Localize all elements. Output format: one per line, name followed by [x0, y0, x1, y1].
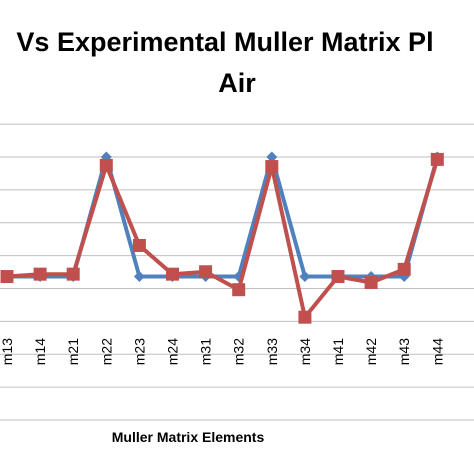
x-tick-label-m43: m43: [396, 338, 412, 365]
x-tick-label-m23: m23: [131, 338, 147, 365]
x-axis-label: Muller Matrix Elements: [112, 429, 265, 445]
x-tick-label-m41: m41: [330, 338, 346, 365]
series-2-line: [6, 158, 440, 320]
chart-title-line-2: Air: [218, 68, 256, 98]
x-tick-label-m32: m32: [231, 338, 247, 365]
series-1-point-m34: [299, 271, 311, 283]
x-tick-label-m33: m33: [264, 338, 280, 365]
x-tick-label-m21: m21: [65, 338, 81, 365]
series-layer: [0, 151, 444, 324]
series-2-point-m31: [199, 265, 213, 279]
x-tick-label-m42: m42: [363, 338, 379, 365]
series-1-point-m23: [133, 271, 145, 283]
x-tick-label-m44: m44: [429, 338, 445, 365]
series-2-point-m41: [331, 270, 345, 284]
series-2-point-m13: [0, 270, 14, 284]
x-tick-label-m22: m22: [98, 338, 114, 365]
x-tick-label-m34: m34: [297, 338, 313, 365]
series-1-line: [7, 155, 440, 279]
x-tick-labels: m13 m14 m21 m22 m23 m24 m31 m32 m33 m34 m41 m42 m43 m…: [0, 338, 445, 365]
series-2-point-m44: [430, 152, 444, 166]
x-tick-label-m31: m31: [198, 338, 214, 365]
series-2-point-m22: [99, 158, 113, 172]
x-tick-label-m14: m14: [32, 338, 48, 365]
series-2-point-m34: [298, 310, 312, 324]
series-2-point-m33: [265, 160, 279, 174]
series-2-point-m43: [397, 262, 411, 276]
chart-title-line-1: Vs Experimental Muller Matrix Pl: [16, 27, 433, 57]
series-2-point-m23: [132, 238, 146, 252]
series-2-point-m21: [66, 267, 80, 281]
x-tick-label-m24: m24: [165, 338, 181, 365]
series-1-point-m33: [266, 151, 278, 163]
series-2-point-m32: [232, 283, 246, 297]
series-2-point-m42: [364, 276, 378, 290]
series-2-point-m14: [33, 267, 47, 281]
x-tick-label-m13: m13: [0, 338, 15, 365]
series-2-point-m24: [166, 267, 179, 281]
